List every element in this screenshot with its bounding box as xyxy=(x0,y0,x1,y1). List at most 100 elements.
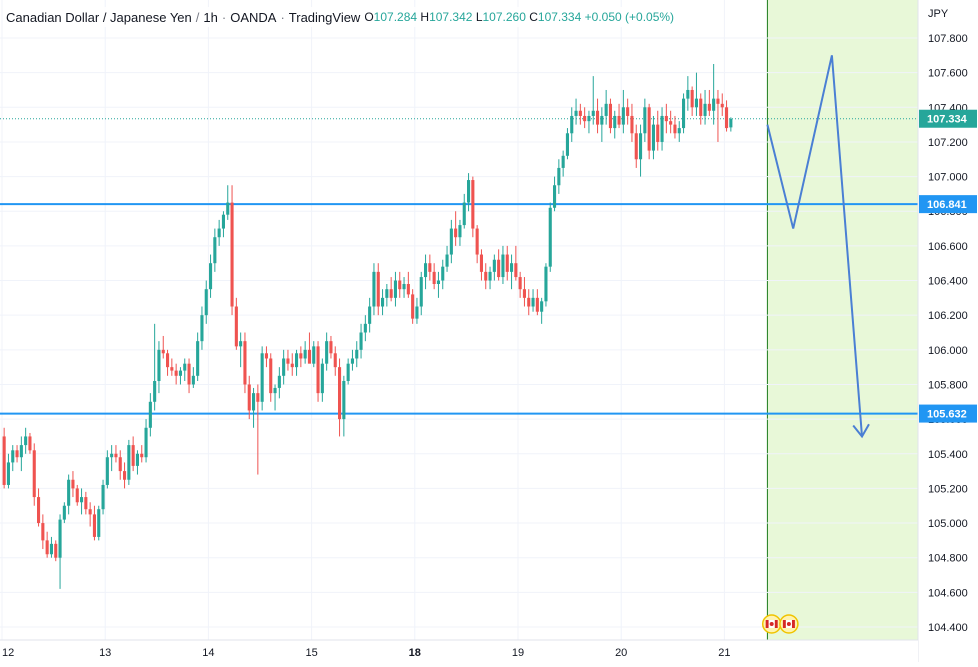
candle-body xyxy=(67,479,71,506)
high-value: 107.342 xyxy=(429,10,473,24)
y-tick-label: 105.200 xyxy=(928,483,968,495)
canada-flag-event-1-icon[interactable] xyxy=(761,614,782,634)
candle-body xyxy=(604,103,608,116)
level-price-label: 106.841 xyxy=(927,199,967,211)
candle-body xyxy=(707,103,711,111)
candle-body xyxy=(445,254,449,267)
candle-body xyxy=(333,353,337,368)
candle-body xyxy=(123,471,127,480)
x-tick-label: 14 xyxy=(202,647,214,659)
time-axis[interactable] xyxy=(0,640,918,662)
candle-body xyxy=(574,110,578,116)
candle-body xyxy=(729,118,733,128)
candle-body xyxy=(359,332,363,350)
candle-body xyxy=(54,543,58,558)
candle-body xyxy=(471,180,475,229)
candle-body xyxy=(213,237,217,264)
candle-body xyxy=(664,115,668,122)
candle-body xyxy=(613,115,617,129)
candle-body xyxy=(45,540,49,555)
low-value: 107.260 xyxy=(482,10,526,24)
x-tick-label: 18 xyxy=(409,647,421,659)
y-tick-label: 107.200 xyxy=(928,137,968,149)
candle-body xyxy=(656,124,660,142)
candle-body xyxy=(58,519,62,558)
candle-body xyxy=(247,384,251,411)
candle-body xyxy=(131,445,135,466)
projection-arrow-head xyxy=(852,423,870,439)
candle-body xyxy=(303,349,307,359)
candle-body xyxy=(161,349,165,354)
candle-body xyxy=(634,133,638,160)
candle-body xyxy=(75,488,79,503)
candle-body xyxy=(273,387,277,394)
x-tick-label: 15 xyxy=(305,647,317,659)
candle-body xyxy=(639,133,643,160)
candle-body xyxy=(19,445,23,458)
candle-body xyxy=(501,254,505,278)
last-price-label: 107.334 xyxy=(927,114,968,126)
candle-body xyxy=(204,289,208,316)
candle-body xyxy=(660,115,664,142)
candle-body xyxy=(454,228,458,238)
candle-body xyxy=(527,297,531,307)
candle-body xyxy=(316,346,320,394)
candle-body xyxy=(617,115,621,125)
candle-body xyxy=(621,107,625,125)
y-tick-label: 106.200 xyxy=(928,310,968,322)
candle-body xyxy=(329,341,333,354)
candle-body xyxy=(462,202,466,226)
candle-body xyxy=(80,497,84,503)
candle-body xyxy=(157,349,161,382)
last-price-tag xyxy=(919,109,977,128)
candle-body xyxy=(720,103,724,108)
x-tick-label: 13 xyxy=(99,647,111,659)
candle-body xyxy=(312,346,316,364)
canada-flag-event-2-icon[interactable] xyxy=(779,614,799,634)
symbol-name[interactable]: Canadian Dollar / Japanese Yen xyxy=(6,9,192,25)
candle-body xyxy=(544,266,548,302)
candle-body xyxy=(49,543,53,555)
candle-body xyxy=(712,98,716,111)
candle-body xyxy=(2,436,6,485)
y-tick-label: 106.600 xyxy=(928,241,968,253)
candle-body xyxy=(570,115,574,134)
candle-body xyxy=(24,436,28,446)
candle-body xyxy=(402,283,406,290)
y-tick-label: 104.800 xyxy=(928,553,968,565)
candle-body xyxy=(677,128,681,134)
candle-body xyxy=(682,98,686,129)
candle-body xyxy=(239,341,243,347)
candle-body xyxy=(88,509,92,515)
x-tick-label: 21 xyxy=(718,647,730,659)
candle-body xyxy=(174,370,178,376)
level-price-label: 105.632 xyxy=(927,409,967,421)
candle-body xyxy=(187,363,191,385)
candle-body xyxy=(11,450,15,463)
interval-label[interactable]: 1h xyxy=(203,9,218,25)
candle-body xyxy=(497,259,501,278)
candle-body xyxy=(209,263,213,290)
candle-body xyxy=(148,401,152,428)
candle-body xyxy=(6,462,10,485)
candle-body xyxy=(432,271,436,284)
candle-body xyxy=(376,271,380,307)
candle-body xyxy=(295,353,299,368)
projection-path[interactable] xyxy=(766,55,863,437)
close-value: 107.334 xyxy=(537,10,582,24)
candle-body xyxy=(372,271,376,307)
candle-body xyxy=(243,341,247,385)
platform-label: TradingView xyxy=(288,9,361,25)
candle-body xyxy=(135,453,139,466)
candle-body xyxy=(32,450,36,498)
high-label: H xyxy=(420,10,430,24)
candle-body xyxy=(479,254,483,272)
candle-body xyxy=(97,509,101,537)
candle-body xyxy=(561,155,565,168)
separator: / xyxy=(195,9,200,25)
ohlc-values: O107.284 H107.342 L107.260 C107.334 +0.0… xyxy=(364,10,674,24)
candle-body xyxy=(15,450,19,458)
candle-body xyxy=(686,89,690,99)
